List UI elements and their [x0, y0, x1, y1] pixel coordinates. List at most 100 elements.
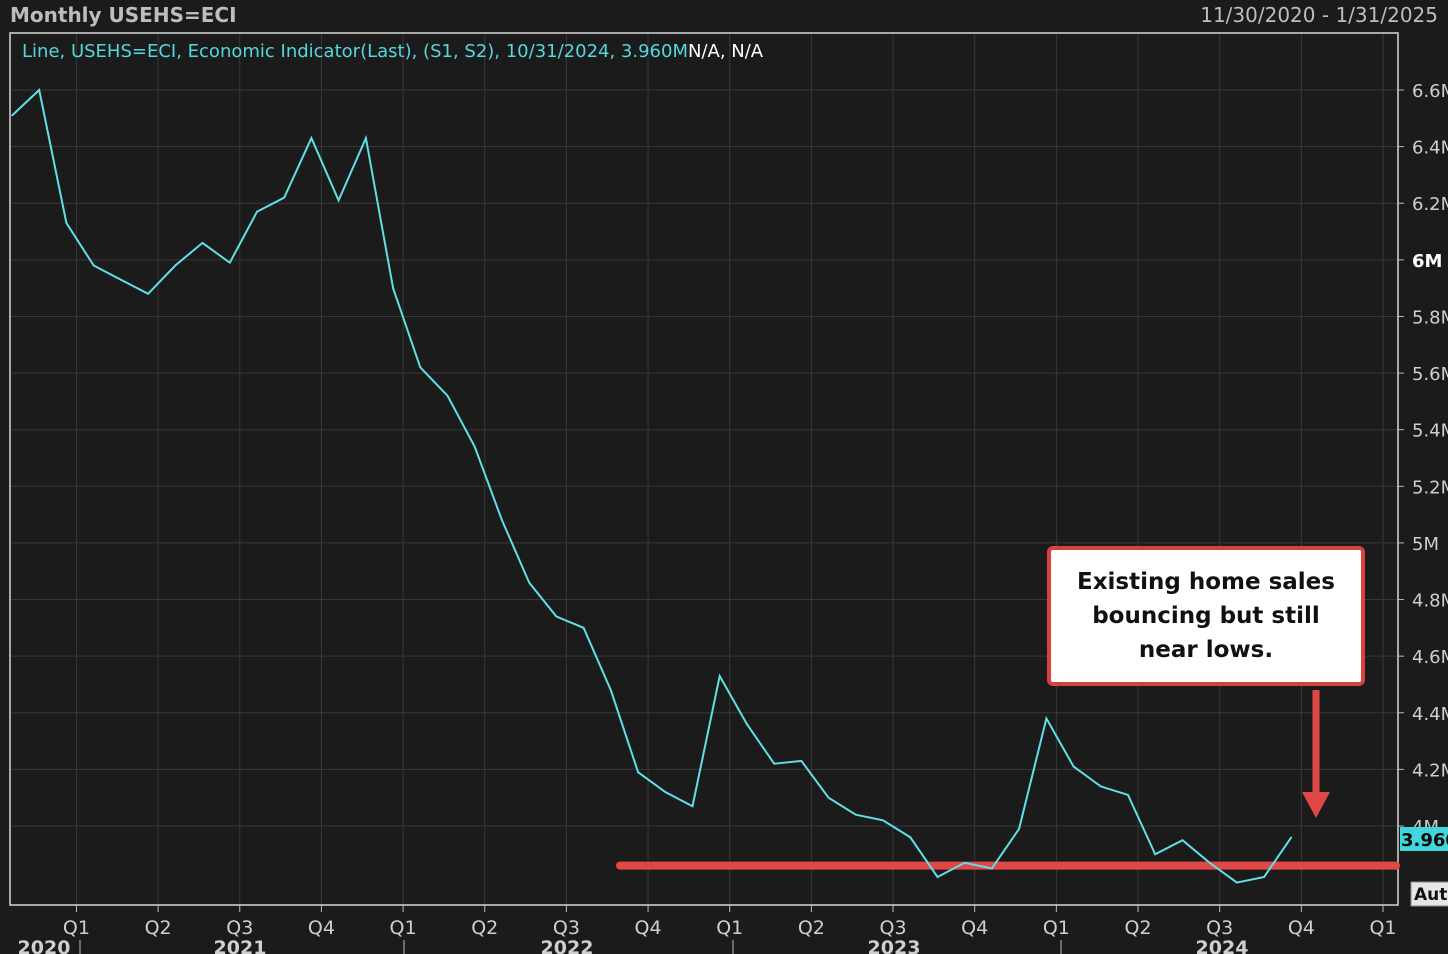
y-tick-label: 4.4M [1412, 704, 1448, 725]
x-tick-label: Q2 [798, 917, 825, 939]
y-tick-label: 6.6M [1412, 81, 1448, 102]
x-year-label: 2024 [1196, 937, 1249, 954]
x-tick-label: Q4 [635, 917, 662, 939]
y-tick-label: 4.8M [1412, 591, 1448, 612]
x-tick-label: Q2 [145, 917, 172, 939]
annotation-callout: Existing home sales bouncing but still n… [1047, 546, 1365, 686]
x-tick-label: Q4 [1288, 917, 1315, 939]
x-year-label: 2023 [868, 937, 921, 954]
data-point [800, 760, 803, 762]
y-tick-label: 6M [1412, 251, 1442, 272]
y-tick-label: 5.6M [1412, 364, 1448, 385]
series-line [11, 88, 1293, 884]
annotation-text: Existing home sales bouncing but still n… [1077, 569, 1335, 663]
data-point [1127, 794, 1129, 796]
data-point [909, 836, 912, 839]
data-point [882, 819, 884, 822]
y-tick-label: 5M [1412, 534, 1439, 555]
data-point [501, 519, 503, 522]
x-tick-label: Q2 [1124, 917, 1151, 939]
data-point [718, 675, 721, 677]
data-points [11, 89, 1293, 884]
data-point [637, 771, 639, 773]
data-point [229, 261, 231, 264]
x-tick-label: Q4 [308, 917, 335, 939]
y-tick-label: 4.2M [1412, 760, 1448, 781]
data-point [1100, 785, 1102, 788]
data-point [337, 199, 340, 202]
y-tick-label: 5.2M [1412, 477, 1448, 498]
y-tick-label: 5.4M [1412, 421, 1448, 442]
data-point [365, 137, 367, 139]
last-value-tag: 3.960 [1400, 827, 1448, 851]
data-point [1236, 881, 1238, 884]
legend-prefix: Line, USEHS=ECI, Economic Indicator(Last… [22, 41, 688, 62]
data-point [147, 293, 149, 295]
data-point [310, 137, 313, 139]
chart-header-title: Monthly USEHS=ECI [10, 3, 237, 27]
x-tick-label: Q3 [1206, 917, 1233, 939]
data-point [201, 242, 204, 244]
data-point [1263, 876, 1265, 878]
data-point [855, 813, 857, 816]
annotation-arrow [1302, 690, 1330, 818]
x-tick-label: Q1 [63, 917, 90, 939]
y-axis: 6.6M 6.4M 6.2M 6M 5.8M 5.6M 5.4M 5.2M 5M 4.8M 4.6M… [1398, 81, 1448, 838]
data-point [1181, 839, 1184, 841]
last-value-text: 3.960 [1401, 830, 1448, 851]
data-point [11, 114, 13, 117]
plot-area-frame [9, 32, 1399, 906]
y-tick-label: 5.8M [1412, 307, 1448, 328]
chart-date-range[interactable]: 11/30/2020 - 1/31/2025 [1200, 3, 1438, 27]
data-point [610, 689, 612, 691]
data-point [963, 862, 966, 864]
data-point [1208, 862, 1211, 864]
data-point [691, 805, 694, 807]
y-tick-label: 4.6M [1412, 647, 1448, 668]
data-point [936, 876, 939, 878]
data-point [283, 196, 286, 199]
data-point [1072, 765, 1075, 768]
data-point [92, 264, 95, 267]
data-point [446, 394, 449, 397]
data-point [582, 627, 585, 629]
x-tick-label: Q1 [716, 917, 743, 939]
x-year-label: 2021 [214, 937, 267, 954]
x-tick-label: Q1 [1369, 917, 1396, 939]
data-point [65, 222, 68, 224]
data-point [392, 287, 394, 290]
legend-line: Line, USEHS=ECI, Economic Indicator(Last… [22, 41, 764, 62]
data-point [991, 867, 993, 870]
data-point [120, 278, 122, 281]
y-tick-label: 6.2M [1412, 194, 1448, 215]
x-tick-label: Q3 [226, 917, 253, 939]
data-point [1290, 836, 1293, 839]
data-point [555, 615, 558, 618]
data-point [473, 445, 476, 448]
grid [10, 33, 1398, 905]
x-tick-label: Q4 [961, 917, 988, 939]
x-year-label: 2020 [18, 937, 71, 954]
data-point [773, 762, 775, 765]
data-point [1045, 717, 1048, 720]
y-tick-label: 6.4M [1412, 138, 1448, 159]
data-point [827, 796, 830, 799]
auto-button-label: Auto [1414, 885, 1448, 905]
legend-suffix: N/A, N/A [688, 41, 764, 62]
x-tick-label: Q1 [390, 917, 417, 939]
x-year-label: 2022 [541, 937, 594, 954]
data-point [256, 210, 258, 213]
x-tick-label: Q3 [880, 917, 907, 939]
x-tick-label: Q1 [1043, 917, 1070, 939]
data-point [528, 581, 530, 584]
data-point [419, 366, 422, 369]
x-tick-label: Q2 [471, 917, 498, 939]
data-point [1154, 853, 1156, 856]
data-point [664, 791, 667, 793]
data-point [1018, 828, 1020, 830]
x-tick-label: Q3 [553, 917, 580, 939]
auto-button[interactable]: Auto [1410, 881, 1448, 907]
data-point [38, 89, 40, 91]
